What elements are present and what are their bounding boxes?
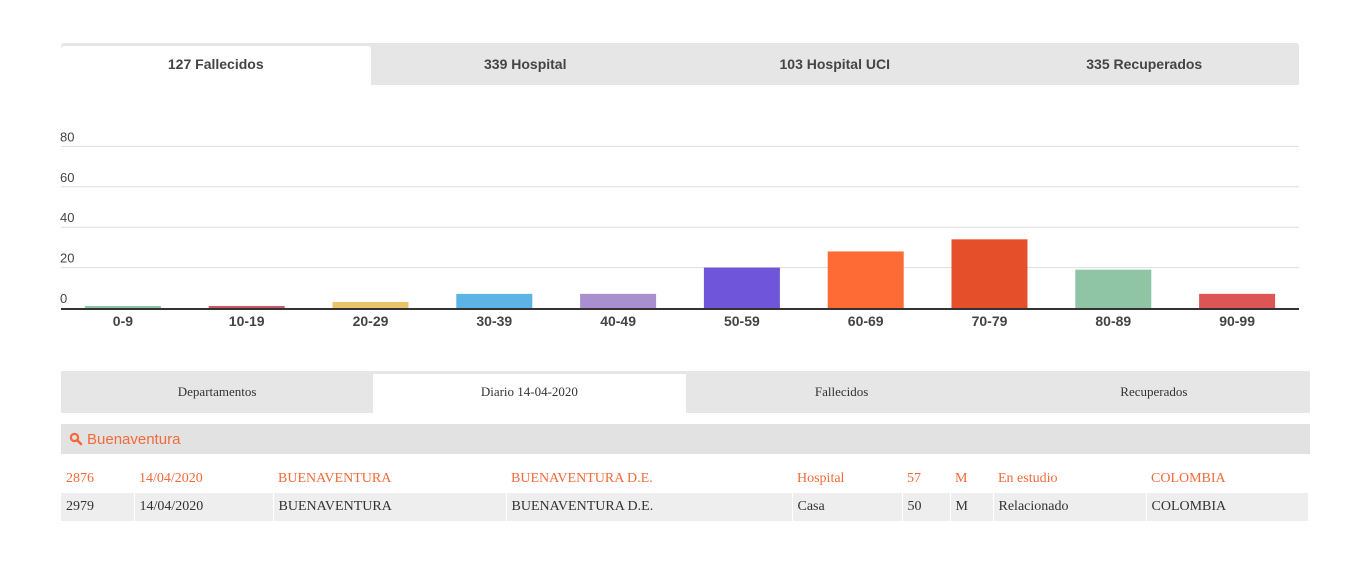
- bar: [208, 305, 285, 308]
- case-attention: Casa: [791, 493, 902, 521]
- tab-fallecidos[interactable]: 127 Fallecidos: [61, 46, 371, 85]
- x-tick-label: 0-9: [113, 313, 133, 329]
- y-tick-label: 80: [60, 129, 74, 144]
- table-row[interactable]: 2876 14/04/2020 BUENAVENTURA BUENAVENTUR…: [61, 465, 1308, 493]
- case-city: BUENAVENTURA: [278, 471, 392, 486]
- case-age: 50: [901, 493, 950, 521]
- cases-table: 2876 14/04/2020 BUENAVENTURA BUENAVENTUR…: [61, 465, 1308, 521]
- bar: [827, 251, 904, 308]
- bar: [456, 293, 533, 308]
- x-tick-label: 80-89: [1095, 313, 1131, 329]
- summary-tabs: 127 Fallecidos 339 Hospital 103 Hospital…: [61, 43, 1299, 85]
- bar: [703, 267, 780, 308]
- tab-hospital-uci[interactable]: 103 Hospital UCI: [779, 56, 890, 72]
- tab-detail-recuperados[interactable]: Recuperados: [1120, 384, 1188, 399]
- case-date: 14/04/2020: [139, 471, 203, 486]
- x-tick-label: 30-39: [476, 313, 512, 329]
- tab-detail-fallecidos[interactable]: Fallecidos: [814, 384, 869, 399]
- y-tick-label: 60: [60, 170, 74, 185]
- bar: [580, 293, 657, 308]
- x-tick-label: 10-19: [229, 313, 265, 329]
- case-date: 14/04/2020: [133, 493, 273, 521]
- search-input[interactable]: [87, 430, 487, 448]
- case-id: 2979: [61, 493, 134, 521]
- x-tick-label: 70-79: [972, 313, 1008, 329]
- table-row[interactable]: 2979 14/04/2020 BUENAVENTURA BUENAVENTUR…: [61, 493, 1308, 521]
- x-tick-label: 40-49: [600, 313, 636, 329]
- case-id: 2876: [66, 471, 94, 486]
- x-tick-label: 60-69: [848, 313, 884, 329]
- tab-hospital[interactable]: 339 Hospital: [484, 56, 567, 72]
- detail-tabs: Departamentos Diario 14-04-2020 Fallecid…: [61, 371, 1310, 413]
- search-bar: [61, 424, 1310, 454]
- y-tick-label: 0: [60, 291, 67, 306]
- case-type: Relacionado: [992, 493, 1146, 521]
- case-city: BUENAVENTURA: [272, 493, 506, 521]
- bar: [332, 301, 409, 308]
- bar: [1199, 293, 1276, 308]
- x-tick-label: 50-59: [724, 313, 760, 329]
- search-icon: [69, 432, 83, 446]
- case-sex: M: [955, 471, 968, 486]
- case-sex: M: [949, 493, 993, 521]
- age-bar-chart: 0 20 40 60 80 0-9 10-19 20-29 30-39 40-49 50-59 60-…: [60, 129, 1299, 329]
- y-tick-label: 40: [60, 210, 74, 225]
- bar: [84, 305, 161, 308]
- bar: [1075, 269, 1152, 308]
- case-age: 57: [907, 471, 921, 486]
- x-tick-label: 20-29: [353, 313, 389, 329]
- case-country: COLOMBIA: [1145, 493, 1308, 521]
- case-type: En estudio: [998, 471, 1058, 486]
- y-tick-label: 20: [60, 251, 74, 266]
- case-country: COLOMBIA: [1151, 471, 1226, 486]
- tab-departamentos[interactable]: Departamentos: [177, 384, 257, 399]
- tab-diario[interactable]: Diario 14-04-2020: [373, 374, 686, 413]
- bar: [951, 239, 1028, 308]
- case-department: BUENAVENTURA D.E.: [505, 493, 792, 521]
- tab-recuperados[interactable]: 335 Recuperados: [1086, 56, 1203, 72]
- x-tick-label: 90-99: [1219, 313, 1255, 329]
- case-department: BUENAVENTURA D.E.: [511, 471, 653, 486]
- case-attention: Hospital: [797, 471, 845, 486]
